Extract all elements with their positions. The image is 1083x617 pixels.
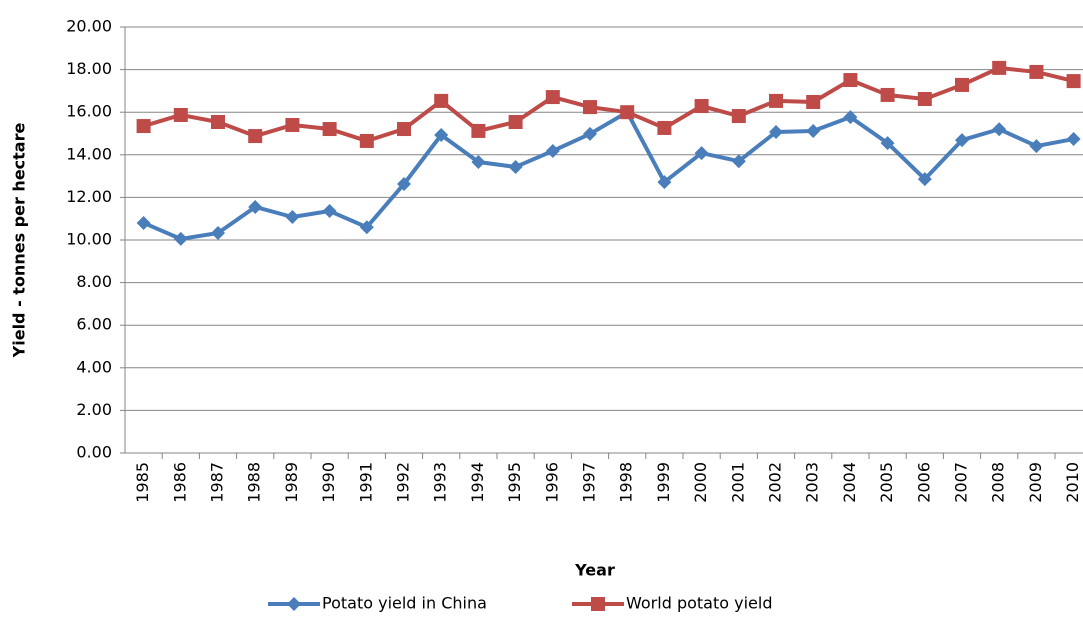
data-point xyxy=(583,126,597,141)
data-point xyxy=(545,143,560,158)
data-point xyxy=(583,100,597,115)
data-point xyxy=(471,123,486,138)
x-tick-label: 2007 xyxy=(952,462,971,503)
data-point xyxy=(211,225,225,240)
data-point xyxy=(917,172,932,187)
data-point xyxy=(211,114,225,129)
x-tick-label: 1986 xyxy=(170,462,189,503)
data-point xyxy=(173,231,188,246)
data-point xyxy=(806,94,821,109)
x-tick-label: 1990 xyxy=(319,462,338,503)
x-tick-label: 1989 xyxy=(282,462,301,503)
data-point xyxy=(397,122,411,137)
data-point xyxy=(322,122,337,137)
y-tick-label: 14.00 xyxy=(66,144,112,163)
x-tick-label: 1991 xyxy=(356,462,375,503)
legend-marker xyxy=(591,597,605,611)
x-tick-label: 2002 xyxy=(766,462,785,503)
data-point xyxy=(694,146,709,161)
data-point xyxy=(471,155,486,170)
data-point xyxy=(248,129,263,144)
data-point xyxy=(173,107,188,122)
x-tick-label: 1993 xyxy=(431,462,450,503)
y-tick-label: 16.00 xyxy=(66,102,112,121)
x-tick-label: 1987 xyxy=(208,462,227,503)
data-point xyxy=(657,175,672,190)
x-tick-label: 1996 xyxy=(542,462,561,503)
legend-label: Potato yield in China xyxy=(322,594,487,613)
data-point xyxy=(657,120,672,135)
y-tick-label: 20.00 xyxy=(66,17,112,36)
legend-marker xyxy=(287,597,301,611)
series-line xyxy=(143,65,1075,143)
y-tick-label: 10.00 xyxy=(66,230,112,249)
data-point xyxy=(397,176,411,191)
x-tick-label: 2004 xyxy=(840,462,859,503)
x-tick-label: 1988 xyxy=(245,462,264,503)
data-point xyxy=(880,87,895,102)
data-point xyxy=(731,109,746,124)
y-tick-label: 12.00 xyxy=(66,187,112,206)
data-point xyxy=(136,215,151,230)
data-point xyxy=(955,77,969,92)
x-tick-label: 1985 xyxy=(133,462,152,503)
data-point xyxy=(285,209,300,224)
data-point xyxy=(843,73,858,88)
x-tick-label: 2003 xyxy=(803,462,822,503)
data-point xyxy=(545,90,560,105)
x-tick-label: 2008 xyxy=(989,462,1008,503)
legend-label: World potato yield xyxy=(626,594,772,613)
data-point xyxy=(359,220,374,235)
x-tick-label: 1992 xyxy=(394,462,413,503)
y-axis-title: Yield - tonnes per hectare xyxy=(10,123,29,359)
data-point xyxy=(508,114,523,129)
y-tick-label: 4.00 xyxy=(76,357,112,376)
data-point xyxy=(434,127,449,142)
x-tick-label: 2000 xyxy=(691,462,710,503)
x-tick-label: 2010 xyxy=(1063,462,1082,503)
data-point xyxy=(508,159,523,174)
data-point xyxy=(1029,139,1044,154)
data-point xyxy=(248,199,263,214)
x-tick-label: 1997 xyxy=(580,462,599,503)
x-tick-label: 2009 xyxy=(1026,462,1045,503)
data-point xyxy=(880,136,895,151)
x-tick-label: 1994 xyxy=(468,462,487,503)
x-axis-title: Year xyxy=(574,561,615,580)
data-point xyxy=(620,105,635,120)
data-point xyxy=(359,133,374,148)
data-point xyxy=(955,133,969,148)
data-point xyxy=(769,93,783,108)
data-point xyxy=(285,117,300,132)
x-tick-label: 1998 xyxy=(617,462,636,503)
y-tick-label: 2.00 xyxy=(76,400,112,419)
data-point xyxy=(769,125,783,140)
data-point xyxy=(1066,132,1081,147)
data-point xyxy=(992,60,1007,75)
data-point xyxy=(843,110,858,125)
data-point xyxy=(992,122,1007,137)
x-tick-label: 1999 xyxy=(654,462,673,503)
data-point xyxy=(1066,74,1081,89)
y-tick-label: 8.00 xyxy=(76,272,112,291)
y-tick-label: 6.00 xyxy=(76,315,112,334)
data-point xyxy=(1029,64,1044,79)
x-tick-label: 2001 xyxy=(728,462,747,503)
x-tick-label: 2006 xyxy=(914,462,933,503)
y-tick-label: 18.00 xyxy=(66,59,112,78)
data-point xyxy=(694,99,709,114)
data-point xyxy=(731,154,746,169)
y-tick-label: 0.00 xyxy=(76,443,112,462)
data-point xyxy=(434,93,449,108)
x-tick-label: 2005 xyxy=(877,462,896,503)
data-point xyxy=(136,119,151,134)
data-point xyxy=(322,204,337,219)
series-line xyxy=(142,110,1074,241)
data-point xyxy=(806,123,821,138)
x-tick-label: 1995 xyxy=(505,462,524,503)
data-point xyxy=(917,91,932,106)
